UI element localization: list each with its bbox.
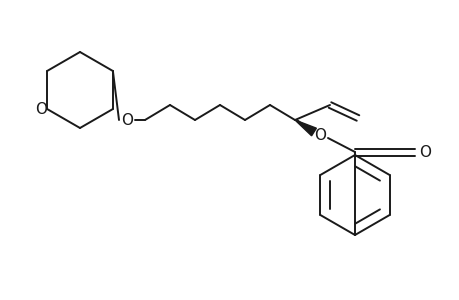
Text: O: O (313, 128, 325, 142)
Text: O: O (418, 145, 430, 160)
Text: O: O (35, 101, 47, 116)
Polygon shape (294, 120, 316, 136)
Text: O: O (121, 112, 133, 128)
